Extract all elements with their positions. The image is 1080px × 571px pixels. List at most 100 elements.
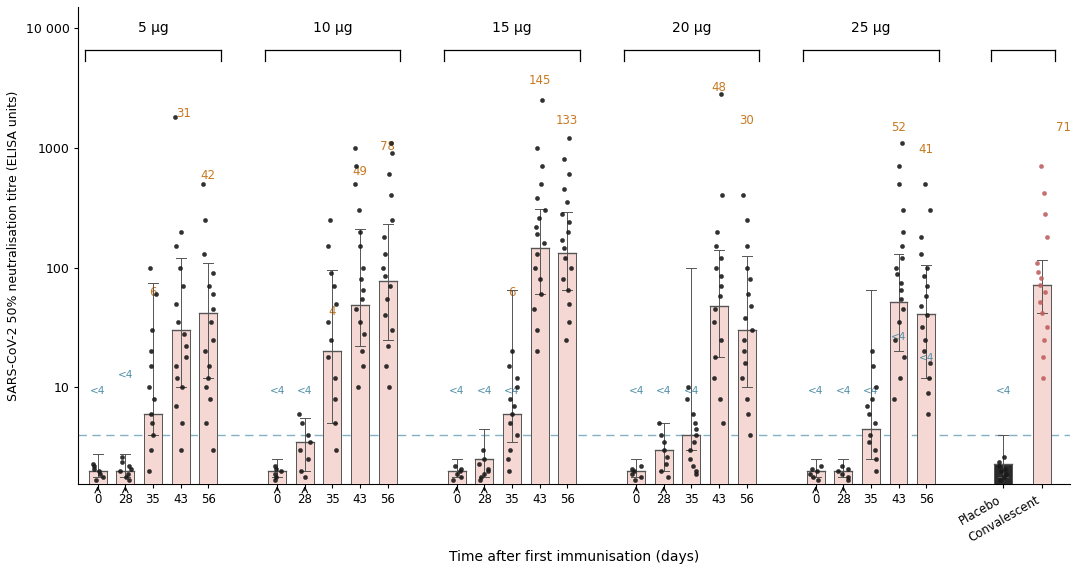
Point	[712, 90, 729, 99]
Point	[805, 472, 822, 481]
Point	[501, 419, 518, 428]
Point	[172, 263, 189, 272]
Point	[528, 230, 545, 239]
Point	[375, 232, 392, 242]
Point	[529, 347, 546, 356]
Point	[197, 215, 214, 224]
Point	[713, 282, 730, 291]
Point	[268, 472, 285, 481]
Point	[377, 250, 394, 259]
Point	[87, 475, 105, 484]
Point	[326, 395, 343, 404]
Point	[894, 304, 912, 313]
Point	[626, 475, 644, 484]
Point	[891, 373, 908, 383]
Text: <4: <4	[918, 353, 934, 363]
Point	[203, 317, 220, 327]
Point	[382, 138, 400, 147]
Point	[888, 263, 905, 272]
Point	[166, 112, 184, 122]
Point	[204, 289, 221, 299]
Bar	[268, 471, 286, 484]
Point	[687, 469, 704, 478]
Point	[168, 373, 186, 383]
Point	[892, 286, 909, 295]
Point	[301, 437, 319, 447]
Point	[625, 467, 643, 476]
Point	[913, 250, 930, 259]
Point	[267, 464, 284, 473]
Point	[347, 304, 364, 313]
Text: 30: 30	[740, 114, 754, 127]
Point	[85, 464, 103, 473]
Point	[739, 395, 756, 404]
Point	[713, 191, 730, 200]
Point	[509, 373, 526, 383]
Point	[652, 431, 670, 440]
Point	[556, 254, 573, 263]
Point	[354, 263, 372, 272]
Point	[890, 162, 907, 171]
Bar	[172, 330, 190, 484]
Point	[382, 282, 400, 291]
Point	[530, 214, 548, 223]
Point	[1031, 280, 1049, 289]
Point	[1035, 352, 1052, 361]
Text: <4: <4	[891, 332, 906, 342]
Point	[652, 467, 670, 476]
Point	[555, 244, 572, 253]
Point	[528, 143, 545, 152]
Text: <4: <4	[476, 386, 492, 396]
Bar	[296, 442, 314, 484]
Point	[892, 278, 909, 287]
Point	[380, 170, 397, 179]
Point	[1034, 373, 1051, 383]
Point	[167, 299, 185, 308]
Point	[741, 275, 758, 284]
Point	[866, 419, 883, 428]
Bar	[917, 314, 935, 484]
Bar	[530, 248, 549, 484]
Point	[500, 361, 517, 371]
Point	[451, 467, 469, 476]
Point	[293, 419, 310, 428]
Point	[380, 383, 397, 392]
Point	[995, 453, 1012, 462]
Y-axis label: SARS-CoV-2 50% neutralisation titre (ELISA units): SARS-CoV-2 50% neutralisation titre (ELI…	[6, 90, 19, 401]
Point	[990, 461, 1008, 471]
Point	[742, 301, 759, 310]
Text: <4: <4	[297, 386, 312, 396]
Point	[733, 373, 751, 383]
Text: 133: 133	[556, 114, 578, 127]
Bar	[654, 450, 673, 484]
Point	[859, 401, 876, 411]
Bar	[710, 305, 728, 484]
Point	[801, 469, 819, 478]
Point	[686, 437, 703, 447]
Text: 15 μg: 15 μg	[492, 21, 531, 35]
Point	[352, 275, 369, 284]
Point	[200, 373, 217, 383]
Point	[205, 335, 222, 344]
Point	[559, 227, 577, 236]
Point	[143, 445, 160, 455]
Point	[526, 263, 543, 272]
Point	[705, 373, 723, 383]
Text: <4: <4	[657, 386, 672, 396]
Point	[122, 464, 139, 473]
Point	[809, 467, 826, 476]
Point	[991, 467, 1009, 476]
Point	[292, 445, 309, 455]
Point	[113, 453, 131, 462]
Point	[195, 250, 213, 259]
Point	[1029, 258, 1047, 267]
Point	[893, 254, 910, 263]
Point	[94, 472, 111, 481]
Point	[121, 475, 138, 484]
Point	[503, 409, 521, 419]
Point	[810, 475, 827, 484]
Point	[738, 215, 755, 224]
Point	[291, 409, 308, 419]
Text: <4: <4	[629, 386, 644, 396]
Bar	[835, 471, 852, 484]
